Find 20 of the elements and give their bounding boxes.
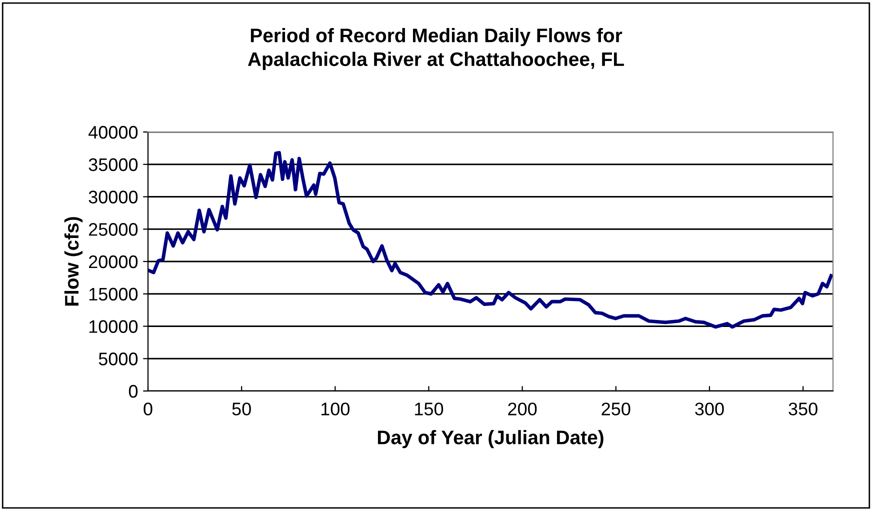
x-tick-label: 250 <box>602 402 630 416</box>
y-tick-label: 5000 <box>98 352 138 366</box>
y-tick-label: 30000 <box>88 190 138 204</box>
chart-title: Period of Record Median Daily Flows for Apalachicola River at Chattahoochee, FL <box>248 28 624 70</box>
x-tick-label: 300 <box>695 402 724 416</box>
x-tick-label: 50 <box>232 402 251 416</box>
y-tick-label: 40000 <box>88 126 138 139</box>
y-tick-label: 10000 <box>89 320 138 333</box>
y-tick-label: 35000 <box>88 158 138 172</box>
y-tick-label: 0 <box>128 384 138 398</box>
x-tick-label: 200 <box>508 402 537 416</box>
y-tick-label: 25000 <box>88 223 138 236</box>
x-tick-label: 350 <box>788 402 818 416</box>
x-tick-label: 0 <box>144 402 152 416</box>
x-tick-label: 100 <box>321 402 350 416</box>
x-axis-title: Day of Year (Julian Date) <box>378 430 604 448</box>
y-tick-label: 20000 <box>88 255 138 268</box>
y-tick-label: 15000 <box>89 288 138 301</box>
y-axis-title: Flow (cfs) <box>64 217 83 306</box>
x-tick-label: 150 <box>415 402 444 416</box>
